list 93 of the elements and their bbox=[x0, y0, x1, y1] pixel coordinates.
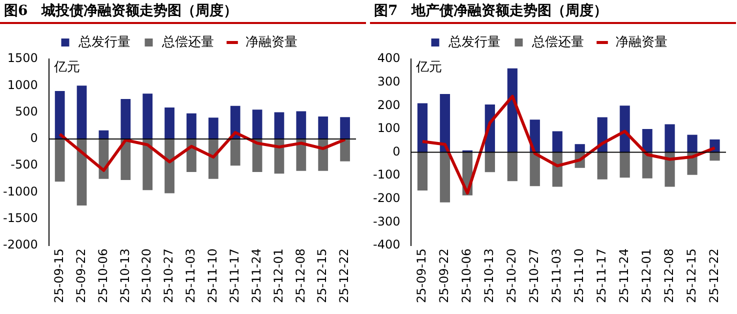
bar bbox=[507, 152, 518, 182]
bar bbox=[274, 112, 284, 139]
bar bbox=[98, 130, 109, 139]
bar bbox=[340, 138, 350, 162]
legend-label: 总偿还量 bbox=[530, 34, 584, 50]
x-tick-label: 25-12-15 bbox=[315, 248, 330, 303]
x-tick-label: 25-09-15 bbox=[52, 248, 66, 303]
bar bbox=[54, 90, 65, 139]
bar bbox=[552, 131, 562, 152]
y-tick-label: 300 bbox=[377, 74, 400, 88]
y-axis-title: 亿元 bbox=[52, 60, 80, 75]
y-tick-label: -2000 bbox=[2, 238, 38, 252]
bar bbox=[530, 152, 540, 186]
bar bbox=[507, 68, 518, 152]
x-tick-label: 25-10-27 bbox=[527, 248, 542, 303]
x-tick-label: 25-12-22 bbox=[706, 248, 721, 303]
y-tick-label: 0 bbox=[30, 131, 38, 146]
y-tick-label: -400 bbox=[373, 238, 400, 252]
x-tick-label: 25-10-06 bbox=[460, 248, 474, 303]
x-tick-label: 25-09-15 bbox=[414, 248, 429, 303]
legend-label: 净融资量 bbox=[615, 34, 668, 50]
x-tick-label: 25-11-17 bbox=[594, 248, 608, 303]
bar bbox=[54, 138, 65, 182]
bar bbox=[620, 152, 630, 178]
x-tick-label: 25-10-27 bbox=[162, 248, 176, 303]
bar bbox=[164, 138, 174, 194]
y-tick-label: 0 bbox=[392, 144, 400, 158]
bar bbox=[664, 124, 675, 152]
y-tick-label: 400 bbox=[377, 51, 400, 66]
bar bbox=[186, 113, 196, 139]
bar bbox=[120, 98, 131, 139]
legend-label: 总发行量 bbox=[447, 34, 500, 50]
bar bbox=[710, 152, 720, 161]
bar bbox=[230, 138, 240, 166]
bar bbox=[340, 117, 350, 139]
bar bbox=[208, 138, 218, 179]
bar bbox=[164, 108, 174, 139]
x-tick-label: 25-12-01 bbox=[271, 248, 286, 303]
x-tick-label: 25-11-24 bbox=[616, 248, 631, 303]
bar bbox=[417, 152, 428, 191]
chart-title: 图6 城投债净融资额走势图（周度） bbox=[3, 2, 239, 21]
x-tick-label: 25-10-20 bbox=[140, 248, 154, 303]
y-axis-title: 亿元 bbox=[415, 60, 442, 75]
x-tick-label: 25-10-13 bbox=[118, 248, 132, 303]
y-tick-label: 100 bbox=[377, 121, 400, 136]
bar bbox=[484, 152, 495, 172]
x-tick-label: 25-12-22 bbox=[337, 248, 352, 303]
y-tick-label: -1000 bbox=[2, 184, 38, 198]
bar bbox=[76, 86, 87, 139]
x-tick-label: 25-11-03 bbox=[550, 248, 564, 303]
x-tick-label: 25-12-08 bbox=[293, 248, 308, 303]
x-tick-label: 25-11-10 bbox=[572, 248, 586, 303]
bar bbox=[76, 138, 87, 206]
y-tick-label: -100 bbox=[373, 168, 400, 182]
bar bbox=[296, 111, 306, 139]
bar bbox=[208, 118, 218, 139]
x-tick-label: 25-12-08 bbox=[662, 248, 676, 303]
bar bbox=[142, 138, 153, 190]
bar bbox=[687, 134, 698, 152]
bar bbox=[120, 138, 131, 180]
bar bbox=[574, 144, 585, 152]
y-tick-label: 200 bbox=[377, 98, 400, 112]
legend-label: 净融资量 bbox=[245, 34, 298, 50]
bar bbox=[620, 106, 630, 152]
y-tick-label: -1500 bbox=[2, 211, 38, 226]
bar bbox=[252, 110, 262, 139]
x-tick-label: 25-10-13 bbox=[482, 248, 496, 303]
x-tick-label: 25-09-22 bbox=[437, 248, 452, 303]
x-tick-label: 25-11-10 bbox=[206, 248, 220, 303]
bar bbox=[440, 152, 450, 202]
x-tick-label: 25-12-15 bbox=[684, 248, 698, 303]
bar bbox=[440, 94, 450, 152]
y-tick-label: -200 bbox=[373, 191, 400, 206]
y-tick-label: 1500 bbox=[7, 51, 38, 66]
bar bbox=[417, 103, 428, 152]
x-tick-label: 25-09-22 bbox=[74, 248, 88, 303]
x-tick-label: 25-10-06 bbox=[96, 248, 110, 303]
y-tick-label: -300 bbox=[373, 214, 400, 228]
y-tick-label: 500 bbox=[14, 104, 38, 118]
legend-label: 总发行量 bbox=[77, 34, 130, 50]
x-tick-label: 25-10-20 bbox=[504, 248, 519, 303]
x-tick-label: 25-12-01 bbox=[639, 248, 654, 303]
bar bbox=[642, 128, 652, 152]
chart-title: 图7 地产债净融资额走势图（周度） bbox=[373, 2, 609, 21]
y-tick-label: -500 bbox=[10, 158, 38, 172]
x-tick-label: 25-11-03 bbox=[184, 248, 198, 303]
bar bbox=[142, 94, 153, 139]
x-tick-label: 25-11-24 bbox=[249, 248, 264, 303]
legend-label: 总偿还量 bbox=[160, 34, 214, 50]
bar bbox=[318, 116, 328, 139]
y-tick-label: 1000 bbox=[7, 78, 38, 92]
x-tick-label: 25-11-17 bbox=[227, 248, 242, 303]
bar bbox=[597, 152, 608, 180]
